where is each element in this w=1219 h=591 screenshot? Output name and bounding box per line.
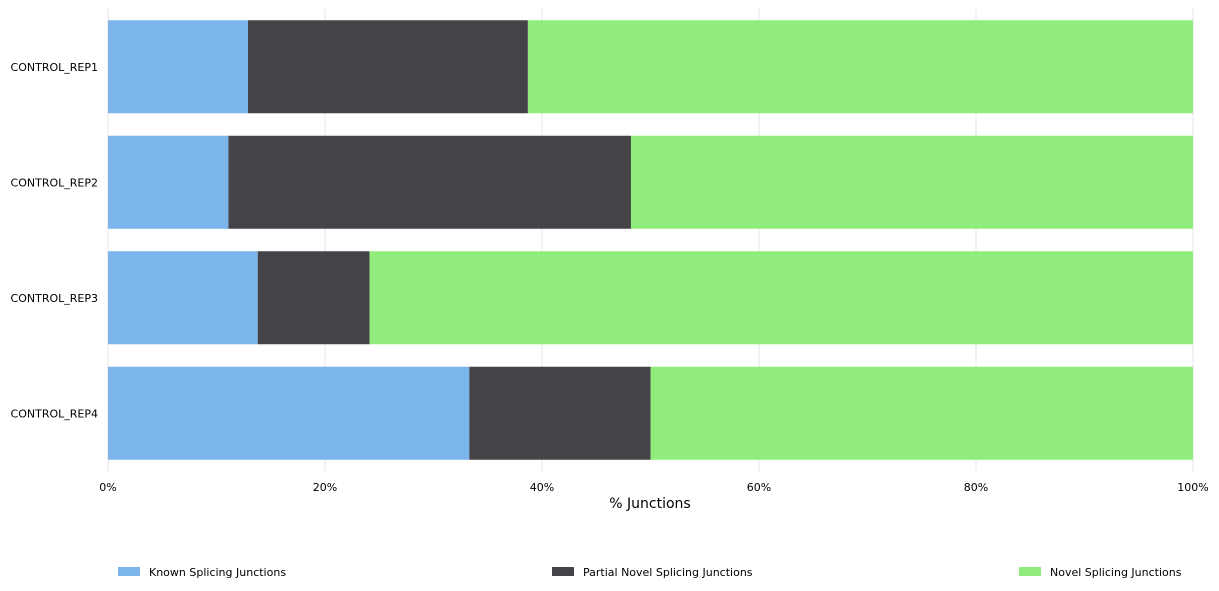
category-label: CONTROL_REP4 bbox=[11, 407, 98, 420]
bar-segment bbox=[108, 135, 229, 229]
x-tick-label: 60% bbox=[747, 481, 771, 494]
x-tick-label: 20% bbox=[313, 481, 337, 494]
legend-swatch bbox=[552, 567, 574, 576]
bar-segment bbox=[650, 366, 1193, 460]
bar-segment bbox=[108, 366, 470, 460]
legend-swatch bbox=[1019, 567, 1041, 576]
x-tick-label: 100% bbox=[1177, 481, 1208, 494]
legend: Known Splicing Junctions Partial Novel Sp… bbox=[118, 566, 1182, 579]
legend-label: Novel Splicing Junctions bbox=[1050, 566, 1182, 579]
category-label: CONTROL_REP1 bbox=[11, 61, 98, 74]
bar-segment bbox=[469, 366, 651, 460]
x-axis-title: % Junctions bbox=[609, 496, 690, 512]
bar-segment bbox=[369, 251, 1193, 345]
x-tick-labels: 0% 20% 40% 60% 80% 100% bbox=[99, 481, 1208, 494]
bar-segment bbox=[228, 135, 631, 229]
bar-segment bbox=[108, 251, 258, 345]
x-tick-label: 40% bbox=[530, 481, 554, 494]
bar-segment bbox=[630, 135, 1193, 229]
category-labels: CONTROL_REP1 CONTROL_REP2 CONTROL_REP3 CONT… bbox=[11, 61, 98, 421]
legend-label: Partial Novel Splicing Junctions bbox=[583, 566, 753, 579]
legend-label: Known Splicing Junctions bbox=[149, 566, 286, 579]
bar-segment bbox=[527, 20, 1193, 114]
bar-segment bbox=[108, 20, 248, 114]
x-tick-label: 80% bbox=[964, 481, 988, 494]
category-label: CONTROL_REP3 bbox=[11, 292, 98, 305]
legend-swatch bbox=[118, 567, 140, 576]
bar-segment bbox=[257, 251, 370, 345]
x-tick-label: 0% bbox=[99, 481, 116, 494]
bars-layer bbox=[108, 20, 1193, 460]
bar-segment bbox=[247, 20, 528, 114]
category-label: CONTROL_REP2 bbox=[11, 176, 98, 189]
